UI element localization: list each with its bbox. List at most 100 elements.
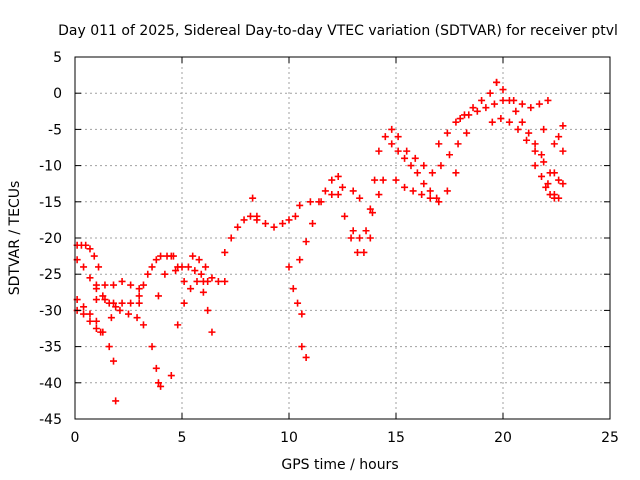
data-point bbox=[221, 248, 229, 256]
data-point bbox=[135, 292, 143, 300]
data-point bbox=[544, 180, 552, 188]
y-tick-label: -15 bbox=[39, 195, 62, 211]
data-point bbox=[86, 245, 94, 253]
data-point bbox=[452, 118, 460, 126]
chart-title: Day 011 of 2025, Sidereal Day-to-day VTE… bbox=[58, 23, 618, 39]
data-point bbox=[510, 96, 518, 104]
data-point bbox=[152, 256, 160, 264]
data-point bbox=[360, 248, 368, 256]
data-point bbox=[135, 285, 143, 293]
data-point bbox=[291, 212, 299, 220]
data-point bbox=[531, 140, 539, 148]
series-track-z bbox=[366, 125, 402, 213]
data-point bbox=[559, 122, 567, 130]
data-point bbox=[199, 288, 207, 296]
data-point bbox=[294, 299, 302, 307]
data-point bbox=[540, 158, 548, 166]
data-point bbox=[118, 299, 126, 307]
data-point bbox=[555, 133, 563, 141]
data-point bbox=[92, 317, 100, 325]
data-point bbox=[328, 176, 336, 184]
data-point bbox=[490, 100, 498, 108]
data-point bbox=[204, 306, 212, 314]
data-point bbox=[456, 115, 464, 123]
data-point bbox=[531, 147, 539, 155]
data-point bbox=[559, 180, 567, 188]
data-point bbox=[234, 223, 242, 231]
data-point bbox=[559, 147, 567, 155]
series-track-n bbox=[172, 263, 212, 285]
data-point bbox=[139, 321, 147, 329]
data-point bbox=[550, 169, 558, 177]
data-point bbox=[174, 321, 182, 329]
data-point bbox=[302, 353, 310, 361]
data-point bbox=[110, 281, 118, 289]
data-point bbox=[368, 209, 376, 217]
data-point bbox=[296, 256, 304, 264]
data-point bbox=[362, 227, 370, 235]
data-point bbox=[189, 252, 197, 260]
series-track-l bbox=[154, 252, 188, 300]
series-track-i bbox=[135, 252, 177, 300]
series-track-o bbox=[189, 252, 229, 285]
data-point bbox=[154, 292, 162, 300]
data-point bbox=[101, 296, 109, 304]
x-axis-label: GPS time / hours bbox=[281, 457, 398, 473]
data-point bbox=[110, 299, 118, 307]
series-track-a bbox=[73, 241, 103, 271]
data-point bbox=[289, 285, 297, 293]
y-tick-labels: 5 0 -5 -10 -15 -20 -25 -30 -35 -40 -45 bbox=[39, 50, 62, 428]
data-point bbox=[148, 263, 156, 271]
data-point bbox=[428, 169, 436, 177]
data-point bbox=[555, 194, 563, 202]
data-point bbox=[90, 252, 98, 260]
data-point bbox=[463, 129, 471, 137]
x-tick-label: 5 bbox=[178, 430, 187, 446]
y-tick-label: -35 bbox=[39, 340, 62, 356]
data-point bbox=[161, 270, 169, 278]
ticks-layer bbox=[74, 56, 611, 420]
data-point bbox=[418, 191, 426, 199]
data-point bbox=[92, 281, 100, 289]
data-point bbox=[101, 281, 109, 289]
data-point bbox=[116, 306, 124, 314]
data-point bbox=[505, 118, 513, 126]
data-point bbox=[321, 187, 329, 195]
x-tick-label: 10 bbox=[280, 430, 298, 446]
data-point bbox=[413, 169, 421, 177]
data-point bbox=[227, 234, 235, 242]
data-point bbox=[298, 343, 306, 351]
data-point bbox=[538, 172, 546, 180]
data-point bbox=[349, 227, 357, 235]
data-point bbox=[493, 78, 501, 86]
data-point bbox=[375, 191, 383, 199]
data-point bbox=[518, 118, 526, 126]
data-point bbox=[334, 191, 342, 199]
data-point bbox=[214, 277, 222, 285]
data-point bbox=[302, 238, 310, 246]
data-point bbox=[435, 140, 443, 148]
series-track-ae bbox=[456, 96, 507, 123]
data-point bbox=[95, 263, 103, 271]
data-point bbox=[540, 125, 548, 133]
data-point bbox=[401, 154, 409, 162]
data-point bbox=[409, 187, 417, 195]
series-track-e bbox=[92, 277, 143, 293]
data-point bbox=[125, 310, 132, 318]
data-point bbox=[86, 317, 94, 325]
data-point bbox=[452, 169, 460, 177]
series-track-w bbox=[296, 183, 364, 209]
series-point-h bbox=[112, 397, 120, 405]
x-tick-labels: 0 5 10 15 20 25 bbox=[71, 430, 619, 446]
data-point bbox=[527, 104, 535, 112]
data-point bbox=[371, 176, 379, 184]
data-point bbox=[465, 111, 473, 119]
x-tick-label: 25 bbox=[601, 430, 619, 446]
data-point bbox=[127, 281, 135, 289]
data-point bbox=[105, 343, 113, 351]
data-point bbox=[512, 107, 520, 115]
data-point bbox=[204, 277, 212, 285]
data-point bbox=[392, 176, 400, 184]
data-point bbox=[514, 125, 522, 133]
series-track-v bbox=[296, 172, 342, 264]
